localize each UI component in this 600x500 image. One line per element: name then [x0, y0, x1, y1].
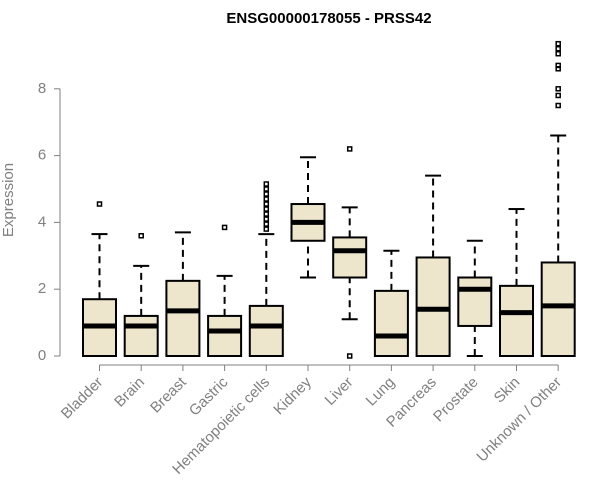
outlier-point: [555, 102, 561, 109]
box-body: [165, 279, 201, 358]
box-body: [207, 314, 243, 358]
outlier-point: [263, 191, 270, 197]
box-brain: [123, 233, 159, 358]
outlier-point: [263, 211, 270, 217]
box-body: [373, 289, 409, 357]
box-body: [540, 261, 576, 358]
outlier-point: [263, 221, 270, 227]
y-tick-label: 6: [38, 147, 46, 164]
box-hematopoietic-cells: [248, 181, 284, 357]
outlier-point: [263, 206, 270, 212]
outlier-point: [263, 196, 270, 202]
box-unknown-other: [540, 40, 576, 358]
box-body: [248, 304, 284, 357]
box-pancreas: [415, 174, 451, 357]
box-bladder: [82, 201, 117, 357]
x-tick-label: Bladder: [58, 374, 107, 423]
x-tick-label: Kidney: [270, 373, 315, 418]
x-tick-label: Liver: [322, 374, 357, 409]
outlier-point: [221, 224, 228, 231]
box-lung: [373, 249, 409, 357]
box-gastric: [207, 224, 243, 358]
box-liver: [332, 146, 368, 359]
x-tick-label: Skin: [491, 374, 524, 407]
outlier-point: [263, 181, 270, 187]
outlier-point: [555, 50, 561, 57]
outlier-point: [555, 86, 561, 92]
outlier-point: [96, 201, 103, 207]
x-tick-label: Prostate: [430, 374, 482, 426]
box-skin: [499, 208, 534, 357]
box-body: [332, 236, 368, 279]
box-body: [457, 276, 493, 327]
y-tick-label: 4: [38, 213, 46, 230]
y-tick-label: 0: [38, 347, 46, 364]
box-body: [415, 256, 451, 357]
x-tick-label: Breast: [147, 373, 190, 416]
y-tick-label: 2: [38, 280, 46, 297]
outlier-point: [138, 233, 144, 239]
chart-title: ENSG00000178055 - PRSS42: [226, 10, 431, 27]
y-tick-label: 8: [38, 80, 46, 97]
outlier-point: [346, 146, 353, 152]
box-breast: [165, 231, 201, 358]
boxes-group: [82, 40, 576, 359]
box-body: [123, 314, 159, 358]
x-tick-label: Brain: [111, 374, 148, 411]
outlier-point: [555, 40, 561, 47]
box-prostate: [457, 239, 493, 357]
y-axis-label: Expression: [0, 163, 17, 237]
outlier-point: [263, 201, 270, 207]
y-axis: 0 2 4 6 8: [38, 80, 61, 364]
outlier-point: [263, 216, 270, 222]
outlier-point: [555, 92, 561, 99]
box-kidney: [290, 156, 326, 279]
outlier-point: [346, 353, 353, 359]
outlier-point: [263, 186, 270, 192]
outlier-point: [555, 62, 561, 69]
outlier-point: [263, 226, 270, 232]
x-tick-label: Lung: [363, 374, 399, 410]
box-body: [499, 284, 534, 357]
outlier-point: [555, 45, 561, 52]
